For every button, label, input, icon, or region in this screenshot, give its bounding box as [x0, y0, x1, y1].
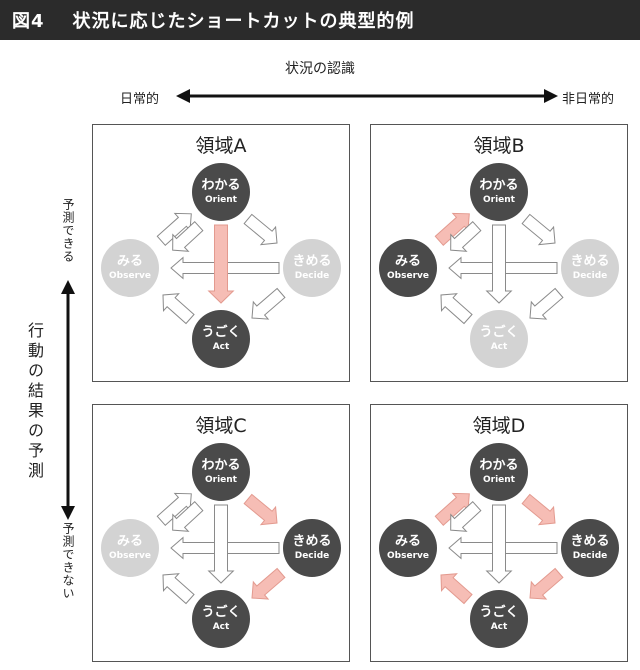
- quadrant-b: 領域B わかる Orient みる Observe きめる Decide うごく Act: [370, 124, 628, 382]
- node-act-sublabel: Act: [212, 342, 230, 352]
- node-observe: みる Observe: [101, 239, 159, 297]
- node-orient-sublabel: Orient: [483, 475, 515, 485]
- node-observe: みる Observe: [379, 519, 437, 577]
- node-observe-label: みる: [394, 534, 421, 549]
- quadrant-title: 領域A: [195, 135, 247, 157]
- node-decide: きめる Decide: [561, 519, 619, 577]
- node-decide-label: きめる: [570, 534, 610, 549]
- horizontal-axis-title: 状況の認識: [285, 61, 355, 77]
- vertical-axis-title: 行動の結果の予測: [25, 322, 44, 482]
- node-act: うごく Act: [192, 590, 250, 648]
- arrow-act-to-observe: [162, 293, 195, 325]
- quadrant-title: 領域B: [473, 135, 525, 157]
- node-decide: きめる Decide: [561, 239, 619, 297]
- vertical-arrowhead-bottom: [61, 506, 75, 520]
- arrow-orient-to-act: [207, 504, 235, 584]
- node-decide-sublabel: Decide: [294, 271, 330, 281]
- node-decide: きめる Decide: [283, 239, 341, 297]
- arrow-observe-to-orient: [434, 212, 470, 247]
- horizontal-axis-left-label: 日常的: [120, 92, 160, 107]
- quadrant-c: 領域C わかる Orient みる Observe きめる Decide うごく Act: [92, 404, 350, 662]
- node-observe-sublabel: Observe: [109, 271, 151, 281]
- arrow-orient-to-observe: [172, 220, 204, 252]
- node-orient: わかる Orient: [470, 443, 528, 501]
- loop-arrows: [156, 212, 286, 325]
- quadrant-a: 領域A わかる Orient みる Observe きめる Decide うごく Act: [92, 124, 350, 382]
- arrow-orient-to-decide: [521, 493, 556, 526]
- arrow-observe-to-orient: [156, 492, 192, 527]
- arrow-decide-to-act: [529, 567, 564, 600]
- arrow-orient-to-decide: [243, 493, 278, 526]
- node-orient: わかる Orient: [192, 443, 250, 501]
- figure-title: 状況に応じたショートカットの典型的例: [72, 11, 415, 32]
- quadrant-title: 領域D: [472, 415, 526, 437]
- node-orient-label: わかる: [479, 458, 519, 473]
- node-decide-sublabel: Decide: [572, 271, 608, 281]
- arrow-decide-to-act: [251, 567, 286, 600]
- arrow-act-to-observe: [440, 573, 473, 605]
- node-decide-label: きめる: [292, 534, 332, 549]
- arrow-decide-to-act: [251, 287, 286, 320]
- node-observe-sublabel: Observe: [387, 271, 429, 281]
- horizontal-arrowhead-left: [176, 89, 190, 103]
- node-orient-label: わかる: [479, 178, 519, 193]
- loop-arrows: [434, 212, 564, 325]
- arrow-orient-to-decide: [243, 213, 278, 246]
- node-act: うごく Act: [192, 310, 250, 368]
- node-orient-label: わかる: [201, 178, 241, 193]
- arrow-orient-to-decide: [521, 213, 556, 246]
- node-act: うごく Act: [470, 590, 528, 648]
- node-orient-label: わかる: [201, 458, 241, 473]
- node-act-label: うごく: [201, 605, 241, 620]
- node-orient-sublabel: Orient: [205, 475, 237, 485]
- horizontal-arrowhead-right: [544, 89, 558, 103]
- quadrant-d: 領域D わかる Orient みる Observe きめる Decide うごく Act: [370, 404, 628, 662]
- node-act-sublabel: Act: [490, 342, 508, 352]
- node-decide-label: きめる: [570, 254, 610, 269]
- node-orient: わかる Orient: [192, 163, 250, 221]
- vertical-axis-bottom-label: 予測できない: [61, 522, 75, 600]
- arrow-orient-to-observe: [450, 220, 482, 252]
- loop-arrows: [156, 492, 286, 605]
- figure-number: 図4: [12, 11, 45, 32]
- node-act-sublabel: Act: [212, 622, 230, 632]
- loop-arrows: [434, 492, 564, 605]
- node-observe: みる Observe: [101, 519, 159, 577]
- node-observe-sublabel: Observe: [109, 551, 151, 561]
- arrow-decide-to-act: [529, 287, 564, 320]
- arrow-act-to-observe: [440, 293, 473, 325]
- node-act-label: うごく: [201, 325, 241, 340]
- node-observe-label: みる: [116, 254, 143, 269]
- node-decide-sublabel: Decide: [572, 551, 608, 561]
- arrow-observe-to-orient: [434, 492, 470, 527]
- arrow-orient-to-act: [485, 224, 513, 304]
- node-act-sublabel: Act: [490, 622, 508, 632]
- vertical-axis-top-label: 予測できる: [61, 198, 75, 263]
- node-act-label: うごく: [479, 605, 519, 620]
- figure-header: 図4 状況に応じたショートカットの典型的例: [0, 0, 640, 40]
- arrow-orient-to-observe: [172, 500, 204, 532]
- horizontal-axis-right-label: 非日常的: [562, 92, 615, 107]
- node-orient-sublabel: Orient: [483, 195, 515, 205]
- arrow-act-to-observe: [162, 573, 195, 605]
- node-orient: わかる Orient: [470, 163, 528, 221]
- node-observe-sublabel: Observe: [387, 551, 429, 561]
- node-orient-sublabel: Orient: [205, 195, 237, 205]
- node-observe: みる Observe: [379, 239, 437, 297]
- quadrant-title: 領域C: [195, 415, 247, 437]
- node-decide-sublabel: Decide: [294, 551, 330, 561]
- node-act-label: うごく: [479, 325, 519, 340]
- node-decide: きめる Decide: [283, 519, 341, 577]
- arrow-orient-to-act: [485, 504, 513, 584]
- arrow-orient-to-observe: [450, 500, 482, 532]
- node-decide-label: きめる: [292, 254, 332, 269]
- node-act: うごく Act: [470, 310, 528, 368]
- arrow-orient-to-act: [207, 224, 235, 304]
- arrow-observe-to-orient: [156, 212, 192, 247]
- node-observe-label: みる: [116, 534, 143, 549]
- node-observe-label: みる: [394, 254, 421, 269]
- vertical-arrowhead-top: [61, 280, 75, 294]
